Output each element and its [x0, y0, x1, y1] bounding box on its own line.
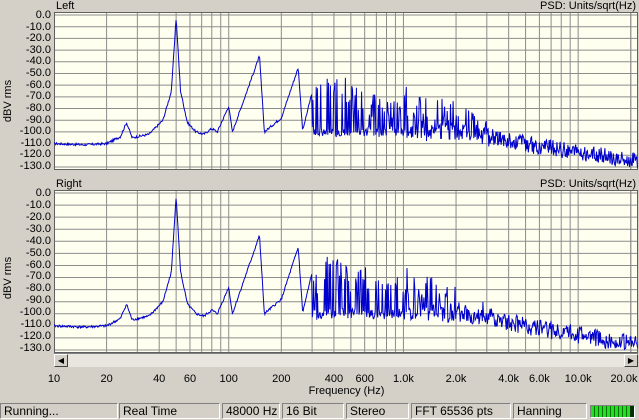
y-tick-label: 0.0 — [35, 9, 51, 21]
y-tick-label: -20.0 — [25, 210, 51, 223]
y-tick-label: -80.0 — [25, 101, 51, 114]
x-tick-label: 2.0k — [445, 373, 467, 385]
y-tick-label: -40.0 — [25, 55, 51, 68]
left-spectrum-plot[interactable] — [54, 12, 638, 170]
plot-border — [54, 190, 638, 353]
status-window: Hanning — [513, 403, 587, 419]
status-bar: Running... Real Time 48000 Hz 16 Bit Ste… — [0, 402, 639, 420]
y-tick-label: -10.0 — [25, 198, 51, 211]
x-tick-label: 6.0k — [529, 373, 550, 385]
y-tick-label: -120.0 — [19, 330, 51, 343]
right-pane-header: Right PSD: Units/sqrt(Hz) — [54, 178, 638, 190]
x-tick-label: 100 — [219, 373, 238, 385]
y-tick-label: -60.0 — [25, 258, 51, 271]
scroll-right-arrow-icon[interactable]: ▶ — [624, 354, 638, 367]
x-tick-label: 200 — [272, 373, 291, 385]
spectrum-trace — [54, 20, 638, 169]
x-tick-label: 400 — [324, 373, 344, 385]
frequency-scrollbar[interactable]: ◀ ▶ — [54, 353, 638, 367]
status-state: Running... — [0, 403, 118, 419]
status-bits: 16 Bit — [282, 403, 344, 419]
x-tick-label: 4.0k — [498, 373, 520, 385]
level-meter — [590, 405, 635, 418]
right-units-label: PSD: Units/sqrt(Hz) — [540, 178, 636, 190]
x-tick-label: 20 — [100, 373, 113, 385]
y-tick-label: -70.0 — [25, 270, 51, 283]
x-tick-label: 10 — [47, 373, 61, 385]
y-tick-label: -90.0 — [25, 113, 51, 126]
y-tick-label: 0.0 — [35, 187, 51, 199]
right-channel-label: Right — [56, 178, 82, 190]
level-meter-fill — [591, 406, 630, 417]
status-mode: Real Time — [119, 403, 220, 419]
x-tick-label: 60 — [183, 373, 197, 385]
y-tick-label: -30.0 — [25, 222, 51, 235]
y-tick-label: -20.0 — [25, 32, 51, 45]
x-tick-label: 1.0k — [393, 373, 414, 385]
y-tick-label: -120.0 — [19, 148, 51, 161]
y-tick-label: -60.0 — [25, 78, 51, 91]
y-tick-label: -30.0 — [25, 43, 51, 56]
y-tick-label: -130.0 — [19, 342, 51, 354]
y-tick-label: -100.0 — [19, 306, 51, 319]
y-tick-label: -100.0 — [19, 125, 51, 138]
y-tick-label: -110.0 — [20, 318, 51, 331]
x-tick-label: 600 — [355, 373, 374, 385]
status-channels: Stereo — [346, 403, 409, 419]
y-tick-label: -130.0 — [19, 160, 51, 172]
left-units-label: PSD: Units/sqrt(Hz) — [540, 0, 636, 12]
y-tick-label: -50.0 — [25, 246, 51, 259]
y-tick-label: -90.0 — [25, 294, 51, 307]
left-pane-header: Left PSD: Units/sqrt(Hz) — [54, 0, 638, 12]
x-tick-label: 10.0k — [564, 373, 592, 385]
status-fft: FFT 65536 pts — [411, 403, 511, 419]
y-tick-label: -70.0 — [25, 90, 51, 103]
scroll-left-arrow-icon[interactable]: ◀ — [54, 354, 68, 367]
y-tick-label: -50.0 — [25, 67, 51, 80]
y-tick-label: -110.0 — [20, 136, 51, 149]
y-tick-label: -10.0 — [25, 20, 51, 33]
status-sample-rate: 48000 Hz — [222, 403, 280, 419]
left-channel-label: Left — [56, 0, 75, 12]
plot-border — [54, 12, 638, 170]
y-tick-label: -40.0 — [25, 234, 51, 247]
x-tick-label: 20.0k — [610, 373, 638, 385]
x-tick-label: 40 — [153, 373, 166, 385]
right-spectrum-plot[interactable] — [54, 190, 638, 353]
y-tick-label: -80.0 — [25, 282, 51, 295]
x-axis-label: Frequency (Hz) — [308, 385, 385, 397]
x-axis-label-row: Frequency (Hz) — [0, 385, 639, 397]
spectrum-trace — [54, 198, 638, 351]
